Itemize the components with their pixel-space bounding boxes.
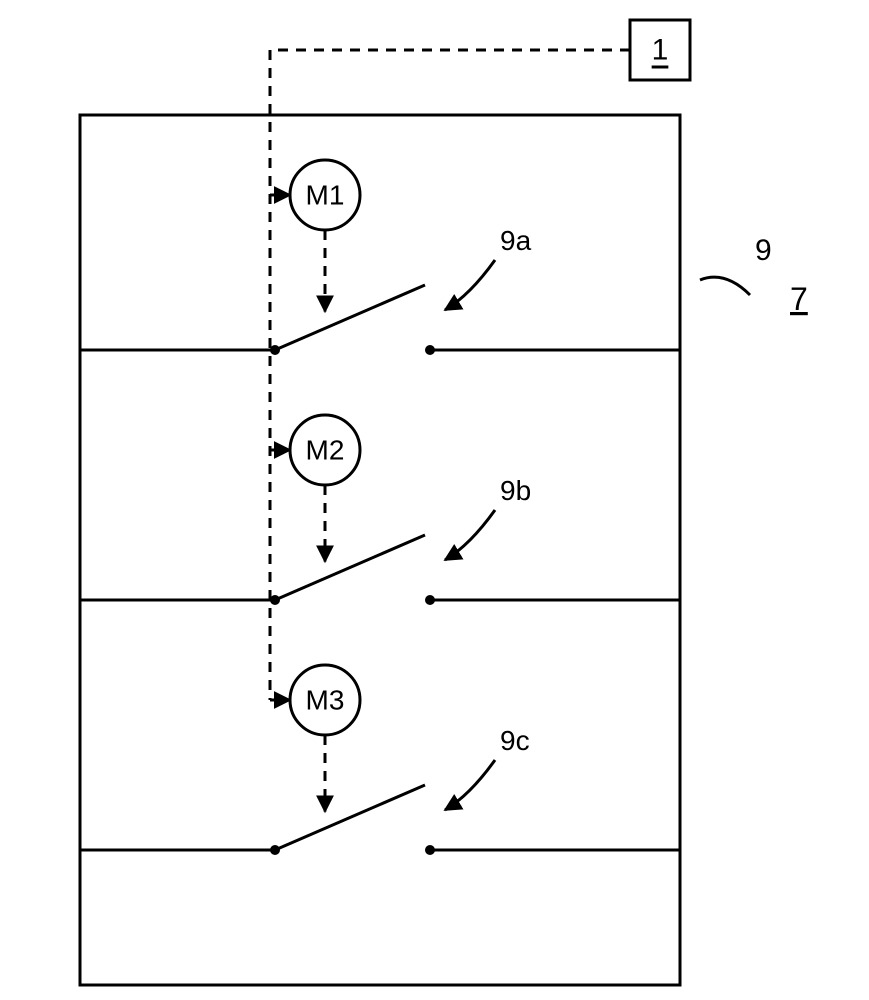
switch-contact-sw-9a: [425, 345, 435, 355]
switch-arm-sw-9a: [275, 285, 425, 350]
leader-sw-9b: [445, 510, 495, 560]
leader-ref-9: [700, 277, 750, 295]
switch-label-sw-9b: 9b: [500, 475, 531, 506]
control-box-label: 1: [652, 34, 669, 67]
label-ref-7: 7: [790, 281, 808, 317]
switch-arm-sw-9b: [275, 535, 425, 600]
motor-label-m2: M2: [306, 435, 345, 466]
motor-label-m3: M3: [306, 685, 345, 716]
switch-contact-sw-9b: [425, 595, 435, 605]
switch-contact-sw-9c: [425, 845, 435, 855]
switch-label-sw-9a: 9a: [500, 225, 532, 256]
schematic-diagram: 1 M1 M2 M3 9a 9b 9c 97: [0, 0, 869, 1000]
switch-label-sw-9c: 9c: [500, 725, 530, 756]
leader-sw-9c: [445, 760, 495, 810]
main-enclosure: [80, 115, 680, 985]
leader-sw-9a: [445, 260, 495, 310]
label-ref-9: 9: [755, 234, 772, 267]
switch-arm-sw-9c: [275, 785, 425, 850]
motor-label-m1: M1: [306, 180, 345, 211]
